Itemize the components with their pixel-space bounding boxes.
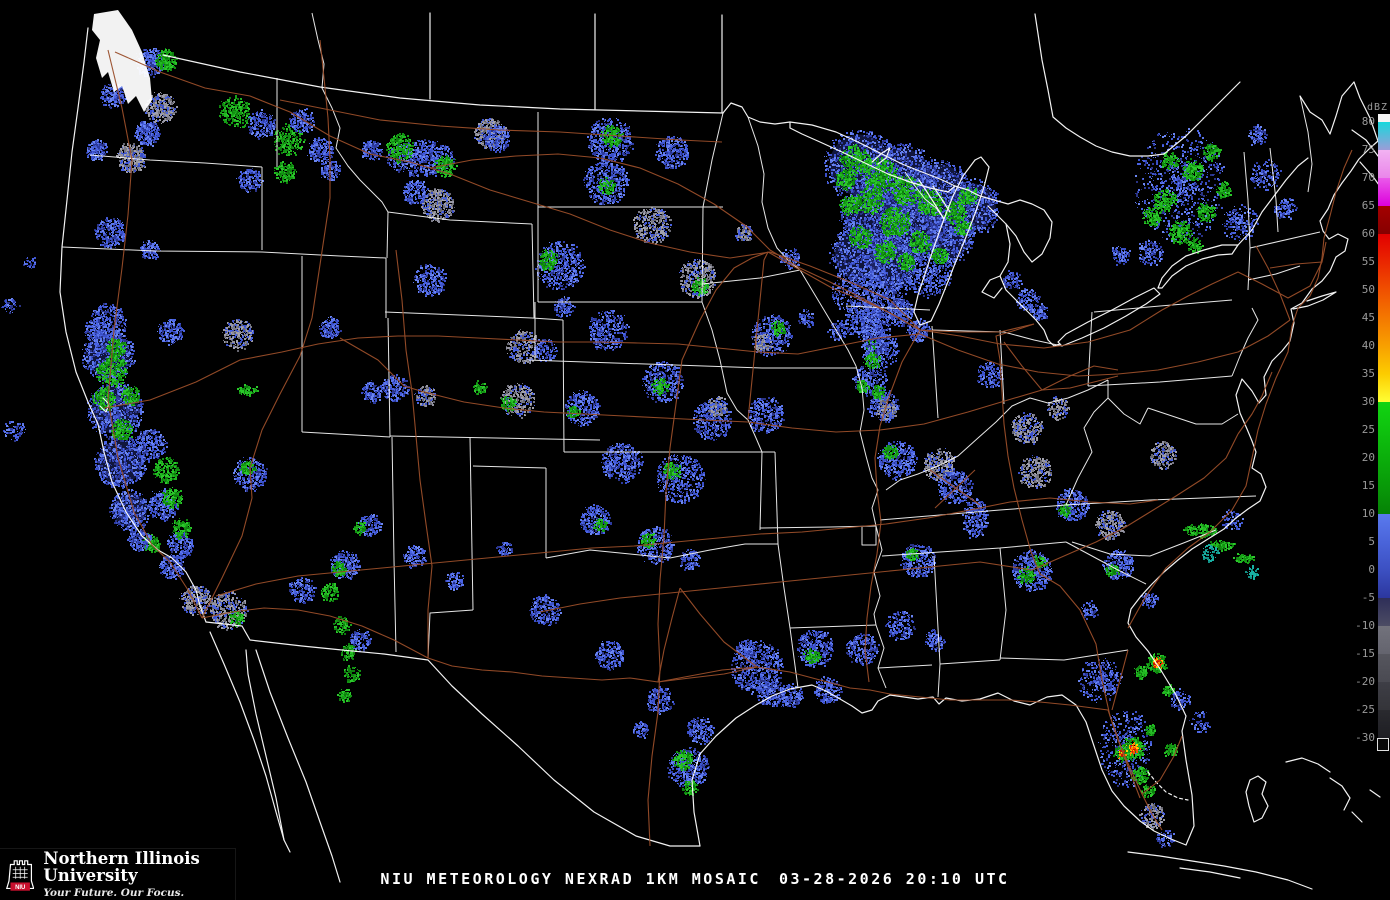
- coastline-borders: [59, 10, 1389, 890]
- colorbar-tick-50: 50: [1361, 283, 1375, 296]
- colorbar-tick--20: -20: [1355, 675, 1375, 688]
- highway-network: [103, 39, 1353, 847]
- colorbar-segment--10-to--5dbz: [1378, 598, 1390, 626]
- colorbar-segment-15-to-20dbz: [1378, 458, 1390, 486]
- colorbar-segment-25-to-30dbz: [1378, 402, 1390, 430]
- niu-logo-block: NIU Northern Illinois University Your Fu…: [0, 848, 236, 900]
- mosaic-caption: NIU METEOROLOGY NEXRAD 1KM MOSAIC 03-28-2…: [380, 870, 1009, 888]
- colorbar-tick-5: 5: [1368, 535, 1375, 548]
- niu-red-banner: [10, 881, 30, 891]
- colorbar-segment-35-to-40dbz: [1378, 346, 1390, 374]
- colorbar-tick--5: -5: [1361, 591, 1375, 604]
- colorbar-segment-5-to-10dbz: [1378, 514, 1390, 542]
- dbz-colorbar-title: dBZ: [1366, 102, 1388, 113]
- colorbar-segment-10-to-15dbz: [1378, 486, 1390, 514]
- colorbar-tick-60: 60: [1361, 227, 1375, 240]
- colorbar-tick-55: 55: [1361, 255, 1375, 268]
- dbz-colorbar: dBZ 80 75 70 65 60 55 50 45 40 35 30 25 20 15 10 5 0 -5 -1…: [1344, 102, 1390, 766]
- colorbar-tick-0: 0: [1368, 563, 1375, 576]
- colorbar-segment--5-to-0dbz: [1378, 570, 1390, 598]
- colorbar-tick-45: 45: [1361, 311, 1375, 324]
- colorbar-segment-40-to-45dbz: [1378, 318, 1390, 346]
- colorbar-segment-65-to-70dbz: [1378, 178, 1390, 206]
- colorbar-segment--20-to--15dbz: [1378, 654, 1390, 682]
- colorbar-segment-20-to-25dbz: [1378, 430, 1390, 458]
- colorbar-tick-10: 10: [1361, 507, 1375, 520]
- colorbar-segment-70-to-75dbz: [1378, 150, 1390, 178]
- colorbar-segment-45-to-50dbz: [1378, 290, 1390, 318]
- niu-logo-text: Northern Illinois University Your Future…: [43, 850, 235, 899]
- colorbar-tick-20: 20: [1361, 451, 1375, 464]
- colorbar-segment--30-to--25dbz: [1378, 710, 1390, 738]
- colorbar-segment-0-to-5dbz: [1378, 542, 1390, 570]
- colorbar-tick-35: 35: [1361, 367, 1375, 380]
- colorbar-tick--10: -10: [1355, 619, 1375, 632]
- university-tagline: Your Future. Our Focus.: [43, 886, 185, 899]
- dbz-colorbar-segments: [1378, 122, 1390, 738]
- colorbar-tick--15: -15: [1355, 647, 1375, 660]
- colorbar-tick-75: 75: [1361, 143, 1375, 156]
- colorbar-segment-60-to-65dbz: [1378, 206, 1390, 234]
- colorbar-tick-80: 80: [1361, 115, 1375, 128]
- mosaic-caption-timestamp: 03-28-2026 20:10 UTC: [778, 870, 1010, 888]
- niu-acronym: NIU: [15, 884, 25, 890]
- colorbar-segment-30-to-35dbz: [1378, 374, 1390, 402]
- colorbar-segment-75-to-80dbz: [1378, 122, 1390, 150]
- mosaic-caption-title: NIU METEOROLOGY NEXRAD 1KM MOSAIC: [380, 870, 761, 888]
- colorbar-segment--15-to--10dbz: [1378, 626, 1390, 654]
- colorbar-tick-65: 65: [1361, 199, 1375, 212]
- colorbar-tick-70: 70: [1361, 171, 1375, 184]
- colorbar-tick-25: 25: [1361, 423, 1375, 436]
- puget-sound-landform: [92, 10, 152, 112]
- colorbar-tick--25: -25: [1355, 703, 1375, 716]
- colorbar-tick-40: 40: [1361, 339, 1375, 352]
- state-borders: [61, 12, 1321, 698]
- dbz-colorbar-cap: [1378, 114, 1390, 122]
- colorbar-segment--25-to--20dbz: [1378, 682, 1390, 710]
- dbz-colorbar-nodata-box: [1377, 738, 1389, 751]
- colorbar-tick-30: 30: [1361, 395, 1375, 408]
- colorbar-tick--30: -30: [1355, 731, 1375, 744]
- colorbar-segment-50-to-55dbz: [1378, 262, 1390, 290]
- colorbar-segment-55-to-60dbz: [1378, 234, 1390, 262]
- niu-castle-icon: NIU: [6, 859, 35, 891]
- university-name: Northern Illinois University: [43, 849, 200, 886]
- colorbar-tick-15: 15: [1361, 479, 1375, 492]
